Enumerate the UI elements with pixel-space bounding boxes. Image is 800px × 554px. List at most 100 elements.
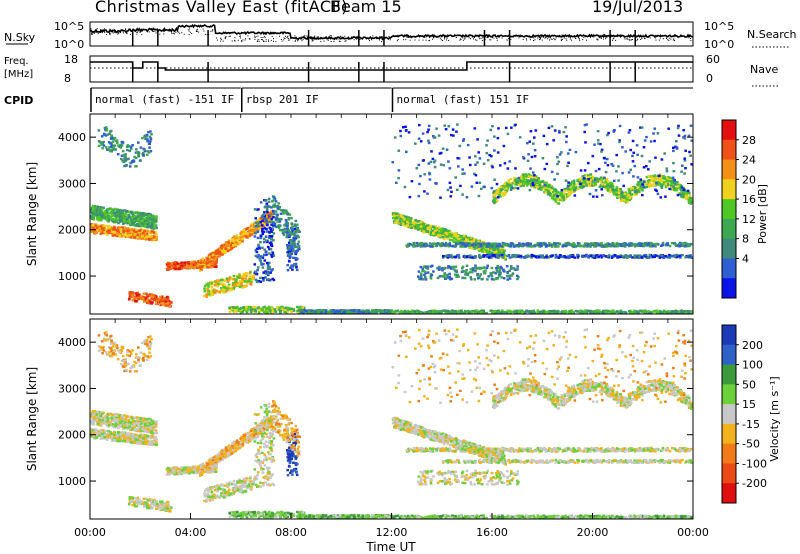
sky-search-dot — [295, 39, 296, 41]
sky-search-dot — [419, 35, 421, 37]
sky-search-dot — [195, 31, 197, 32]
sky-search-dot — [113, 29, 115, 31]
freq-right-tick-top: 60 — [706, 53, 720, 66]
sky-search-dot — [171, 32, 173, 34]
sky-search-dot — [558, 34, 560, 36]
sky-search-dot — [561, 34, 563, 36]
sky-search-dot — [411, 37, 413, 39]
sky-search-dot — [612, 38, 614, 40]
sky-search-dot — [142, 28, 144, 30]
sky-search-dot — [686, 36, 688, 38]
sky-search-dot — [197, 30, 198, 32]
sky-search-dot — [529, 39, 531, 41]
sky-search-dot — [175, 31, 177, 33]
cpid-label: CPID — [4, 94, 33, 107]
sky-search-dot — [297, 40, 298, 42]
sky-search-dot — [599, 37, 601, 39]
sky-search-dot — [372, 35, 374, 37]
frequency-panel: Freq. [MHz] 18 8 60 0 Nave — [4, 53, 778, 87]
sky-search-dot — [324, 37, 326, 39]
sky-search-dot — [216, 37, 217, 39]
sky-search-dot — [540, 36, 542, 38]
colorbar-segment — [722, 443, 736, 464]
sky-search-dot — [659, 35, 661, 37]
sky-search-dot — [508, 38, 510, 40]
sky-search-dot — [409, 39, 411, 41]
power-panel-frame — [89, 113, 694, 315]
sky-right-tick-bottom: 10^0 — [704, 38, 734, 51]
sky-search-dot — [649, 37, 651, 39]
cpid-segment-2: normal (fast) 151 IF — [391, 87, 693, 112]
sky-search-dot — [471, 36, 473, 38]
sky-search-dot — [446, 39, 448, 41]
sky-search-dot — [467, 34, 469, 36]
sky-search-dot — [195, 29, 197, 31]
sky-search-dot — [198, 31, 200, 33]
sky-search-dot — [381, 39, 383, 40]
sky-search-dot — [397, 34, 399, 36]
sky-search-dot — [674, 35, 676, 37]
sky-search-dot — [159, 33, 161, 35]
y-tick-label: 4000 — [58, 131, 86, 144]
sky-search-dot — [422, 39, 424, 41]
power-colorbar-tick: 4 — [742, 252, 749, 265]
sky-search-dot — [602, 38, 604, 40]
sky-search-dot — [645, 35, 647, 37]
sky-search-dot — [301, 40, 303, 42]
sky-search-dot — [665, 38, 667, 39]
sky-search-dot — [242, 39, 244, 41]
sky-search-dot — [417, 35, 419, 37]
sky-search-dot — [359, 38, 361, 40]
sky-search-dot — [187, 29, 189, 31]
sky-search-dot — [157, 29, 158, 31]
power-colorbar-tick: 20 — [742, 173, 756, 186]
velocity-scatter-cells — [90, 328, 694, 520]
sky-search-dot — [94, 32, 96, 33]
sky-search-dot — [615, 39, 617, 41]
y-tick-label: 1000 — [58, 475, 86, 488]
power-colorbar-tick: 12 — [742, 213, 756, 226]
colorbar-segment — [722, 120, 736, 141]
sky-search-dot — [326, 36, 328, 38]
y-tick-label: 3000 — [58, 382, 86, 395]
sky-search-dot — [479, 38, 481, 40]
sky-search-dot — [202, 28, 204, 30]
x-tick-label: 04:00 — [175, 526, 207, 539]
sky-search-dot — [549, 37, 551, 39]
velocity-colorbar-tick: 50 — [742, 378, 756, 391]
velocity-colorbar-tick: -100 — [742, 457, 767, 470]
sky-search-dot — [405, 35, 407, 37]
x-tick-label: 12:00 — [376, 526, 408, 539]
sky-search-dot — [527, 35, 529, 37]
sky-left-tick-top: 10^5 — [54, 20, 84, 33]
sky-search-dot — [109, 33, 111, 35]
sky-search-dot — [489, 39, 491, 41]
frequency-trace — [90, 61, 693, 82]
sky-search-dot — [627, 38, 629, 40]
sky-search-dot — [303, 35, 305, 37]
sky-search-dot — [433, 34, 435, 36]
sky-search-dot — [474, 34, 476, 36]
sky-search-dot — [660, 37, 662, 39]
power-panel: 1000 2000 3000 4000 Slant Range [km] 28 24 20… — [25, 113, 769, 315]
sky-search-dot — [262, 40, 264, 42]
colorbar-segment — [722, 423, 736, 445]
sky-search-dot — [257, 35, 259, 37]
sky-search-dot — [408, 35, 409, 37]
cpid-segment-label: normal (fast) -151 IF — [95, 93, 234, 106]
sky-search-dot — [654, 37, 656, 39]
sky-search-dot — [631, 35, 633, 37]
sky-search-dot — [153, 31, 155, 32]
sky-search-dot — [330, 35, 332, 37]
sky-search-dot — [494, 34, 496, 36]
sky-search-dot — [327, 39, 329, 41]
sky-search-dot — [470, 38, 471, 40]
sky-search-dot — [405, 39, 407, 41]
sky-search-dot — [101, 31, 103, 33]
sky-search-dot — [593, 34, 595, 36]
sky-search-dot — [553, 37, 555, 39]
sky-search-dot — [518, 37, 520, 39]
sky-search-dot — [176, 29, 178, 30]
sky-search-dot — [533, 40, 535, 41]
sky-search-dot — [367, 37, 368, 39]
